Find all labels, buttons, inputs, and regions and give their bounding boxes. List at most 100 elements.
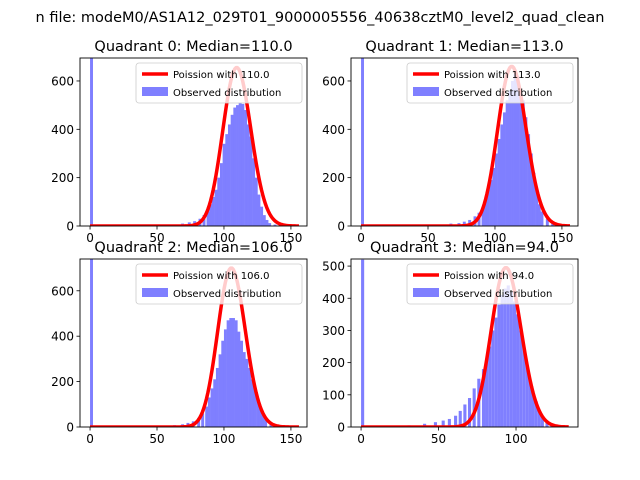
- poisson-curve: [89, 65, 300, 226]
- plot-area: [89, 58, 300, 226]
- hist-bar: [248, 367, 252, 427]
- y-tick-label: 200: [51, 171, 74, 185]
- hist-bar: [488, 346, 492, 427]
- y-tick-label: 0: [66, 220, 74, 234]
- panels-container: 0 50 100 150 0 200 400 600 Quadrant 0: Median=11…: [51, 39, 579, 446]
- hist-bar: [257, 194, 261, 226]
- hist-bar: [492, 167, 496, 226]
- hist-bar: [244, 109, 248, 226]
- x-tick-label: 100: [484, 231, 507, 245]
- hist-bar: [219, 163, 223, 226]
- hist-bar: [229, 318, 233, 427]
- x-tick-label: 150: [279, 231, 302, 245]
- hist-bar: [537, 410, 541, 427]
- y-tick-label: 600: [51, 284, 74, 298]
- hist-bar: [245, 358, 249, 427]
- y-tick-label: 100: [322, 388, 345, 402]
- x-tick-label: 100: [213, 231, 236, 245]
- x-tick-label: 100: [505, 432, 528, 446]
- legend-box: [135, 263, 303, 305]
- hist-bar: [494, 317, 498, 427]
- hist-bar: [90, 259, 93, 427]
- hist-bar: [545, 422, 549, 427]
- plot-area: [89, 259, 300, 427]
- legend-entry-observed: Observed distribution: [444, 88, 552, 99]
- poisson-curve: [360, 265, 569, 427]
- hist-bar: [532, 172, 536, 226]
- hist-bar: [529, 153, 533, 226]
- hist-bar: [264, 419, 268, 427]
- x-tick-label: 0: [86, 231, 94, 245]
- hist-bar: [262, 215, 266, 226]
- y-tick-label: 0: [337, 421, 345, 435]
- hist-bar: [485, 359, 489, 427]
- hist-bar: [481, 369, 486, 427]
- hist-bar: [519, 330, 523, 427]
- x-tick-label: 50: [431, 432, 446, 446]
- hist-bar: [521, 100, 525, 226]
- hist-bar: [537, 204, 541, 226]
- legend-entry-observed: Observed distribution: [173, 289, 281, 300]
- plot-area: [360, 259, 569, 427]
- hist-bar: [236, 105, 239, 226]
- legend: Poission with 106.0 Observed distribution: [135, 263, 303, 305]
- hist-bar: [237, 331, 241, 427]
- hist-bar: [226, 320, 230, 427]
- hist-bar: [234, 320, 238, 427]
- hist-bar: [462, 221, 466, 226]
- x-tick-label: 100: [213, 432, 236, 446]
- x-tick-label: 150: [279, 432, 302, 446]
- hist-bar: [540, 417, 544, 427]
- x-tick-label: 150: [550, 231, 573, 245]
- hist-bar: [232, 318, 235, 427]
- hist-bar: [238, 102, 242, 226]
- x-tick-label: 50: [149, 231, 164, 245]
- hist-bar: [265, 219, 269, 226]
- y-tick-label: 600: [322, 74, 345, 88]
- hist-bar: [512, 301, 517, 427]
- panel-0: 0 50 100 150 0 200 400 600 Quadrant 0: Median=11…: [51, 39, 308, 245]
- hist-bar: [249, 136, 253, 226]
- legend-patch-marker: [413, 87, 439, 96]
- hist-bar: [258, 406, 262, 427]
- hist-bar: [254, 177, 258, 226]
- legend: Poission with 94.0 Observed distribution: [406, 263, 574, 305]
- hist-bar: [260, 206, 264, 226]
- hist-bar: [207, 397, 211, 427]
- figure-suptitle: n file: modeM0/AS1A12_029T01_9000005556_…: [36, 10, 605, 26]
- legend-entry-poisson: Poission with 106.0: [173, 271, 269, 282]
- hist-bar: [213, 379, 217, 427]
- hist-bar: [458, 410, 462, 427]
- legend-entry-observed: Observed distribution: [173, 88, 281, 99]
- panel-title: Quadrant 2: Median=106.0: [94, 240, 292, 256]
- hist-bar: [506, 285, 510, 427]
- x-tick-label: 50: [149, 432, 164, 446]
- y-tick-label: 300: [322, 324, 345, 338]
- legend-entry-poisson: Poission with 113.0: [444, 70, 540, 81]
- axes-frame: [350, 57, 579, 227]
- x-tick-label: 0: [357, 432, 365, 446]
- hist-bar: [535, 189, 539, 226]
- hist-bar: [484, 199, 488, 226]
- hist-bar: [261, 413, 265, 427]
- hist-bar: [454, 415, 458, 427]
- y-tick-label: 200: [51, 375, 74, 389]
- hist-bar: [491, 330, 495, 427]
- hist-bar: [222, 143, 226, 226]
- hist-bar: [540, 211, 544, 226]
- hist-bar: [241, 103, 245, 226]
- hist-bar: [531, 391, 535, 427]
- hist-bar: [211, 196, 215, 226]
- legend-patch-marker: [413, 288, 439, 297]
- poisson-curve: [89, 266, 300, 427]
- hist-bar: [250, 379, 254, 427]
- hist-bar: [225, 134, 229, 226]
- hist-bar: [197, 417, 201, 427]
- hist-bar: [223, 329, 227, 427]
- hist-bar: [230, 114, 234, 226]
- hist-bar: [209, 204, 213, 226]
- hist-bar: [500, 295, 504, 427]
- hist-bar: [467, 398, 472, 427]
- hist-bar: [256, 397, 260, 427]
- hist-bar: [205, 406, 209, 427]
